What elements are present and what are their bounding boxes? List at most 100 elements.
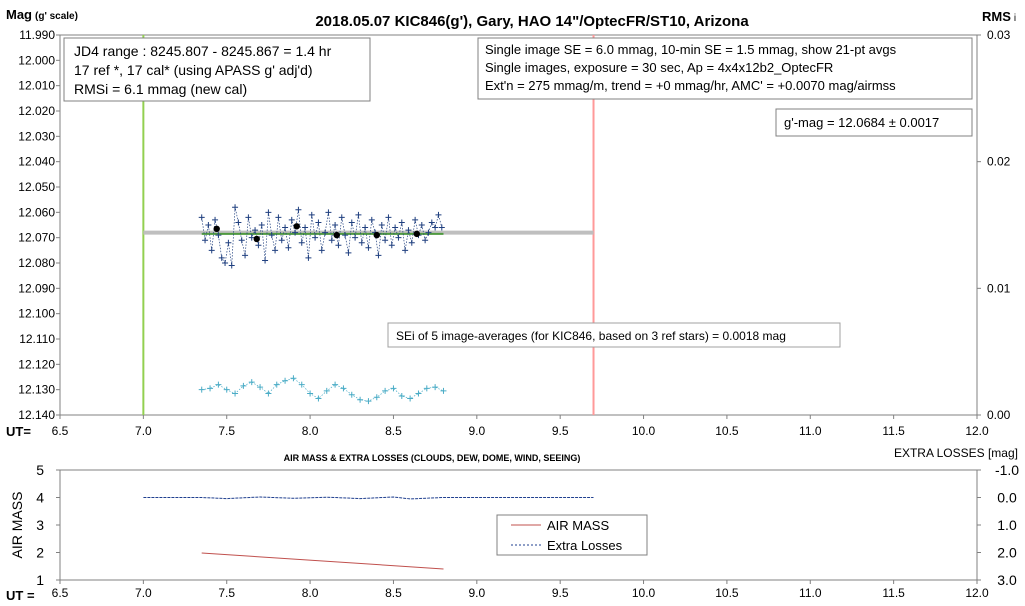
series-0-point: [368, 216, 375, 223]
y2-axis-label: RMS i: [982, 9, 1016, 24]
airmass-series-lines: [143, 496, 594, 570]
main-y-tick-label: 12.000: [18, 53, 55, 67]
series-0-point: [382, 237, 389, 244]
main-x-tick-label: 12.0: [965, 424, 989, 438]
airmass-y2-tick-label: -1.0: [995, 462, 1019, 478]
y2-axis-label-sub: i: [1014, 13, 1016, 24]
series-0-point: [335, 242, 342, 249]
info-box-right: Single image SE = 6.0 mmag, 10-min SE = …: [477, 37, 973, 100]
series-0-point: [418, 222, 425, 228]
main-y-tick-label: 12.030: [18, 129, 55, 143]
y-axis-label: Mag (g' scale): [6, 7, 78, 22]
exposure-text: Single images, exposure = 30 sec, Ap = 4…: [485, 60, 833, 75]
series-2-point: [298, 381, 305, 388]
airmass-x-tick-label: 6.5: [52, 586, 69, 600]
series-2-point: [223, 386, 230, 393]
main-fit-lines: [143, 230, 594, 235]
series-0-point: [272, 247, 279, 254]
series-0-point: [425, 229, 432, 236]
airmass-x-tick-label: 8.0: [302, 586, 319, 600]
y-axis-label-main: Mag: [6, 7, 32, 22]
rmsi-text: RMSi = 6.1 mmag (new cal): [74, 81, 247, 97]
extinction-text: Ext'n = 275 mmag/m, trend = +0 mmag/hr, …: [485, 78, 896, 93]
main-y-tick-label: 12.130: [18, 383, 55, 397]
airmass-x-label: UT =: [6, 588, 35, 603]
series-0-point: [228, 262, 235, 269]
series-0-point: [315, 219, 322, 226]
main-y-tick-label: 12.090: [18, 281, 55, 295]
air-mass-line: [201, 552, 444, 570]
series-0-point: [378, 222, 385, 228]
airmass-x-tick-label: 8.5: [385, 586, 402, 600]
series-2-point: [398, 393, 405, 399]
main-x-tick-label: 11.5: [882, 424, 905, 438]
series-0-point: [318, 247, 325, 254]
series-0-point: [285, 244, 292, 251]
series-2-point: [323, 387, 330, 394]
series-0-point: [212, 216, 219, 223]
airmass-y2-tick-label: 3.0: [997, 572, 1017, 588]
series-2-point: [332, 381, 339, 388]
series-0-point: [298, 239, 305, 246]
series-2-point: [432, 384, 439, 391]
main-y-tick-label: 11.990: [19, 28, 55, 42]
airmass-x-tick-label: 7.0: [135, 586, 152, 600]
series-2-point: [407, 395, 414, 402]
sei-box: SEi of 5 image-averages (for KIC846, bas…: [387, 322, 841, 348]
series-0-point: [268, 232, 275, 239]
airmass-y-tick-label: 4: [36, 490, 44, 506]
series-0-point: [332, 222, 339, 228]
series-0-point: [375, 252, 382, 259]
series-2-point: [415, 390, 422, 397]
series-0-point: [392, 224, 399, 231]
series-2-point: [307, 390, 314, 397]
series-0-point: [222, 260, 229, 266]
airmass-x-tick-label: 10.0: [632, 586, 656, 600]
airmass-y-tick-label: 3: [36, 517, 44, 533]
main-y2-ticks: 0.03 0.02 0.01 0.00: [977, 28, 1011, 422]
series-0-point: [322, 229, 329, 236]
series-0-point: [265, 209, 272, 216]
series-2-point: [273, 381, 280, 388]
main-y-tick-label: 12.140: [18, 408, 55, 422]
main-y-tick-label: 12.050: [18, 180, 55, 194]
series-0-point: [235, 219, 242, 226]
airmass-y2-tick-label: 2.0: [997, 545, 1017, 561]
airmass-x-tick-label: 9.5: [552, 586, 569, 600]
y-axis-label-sub: (g' scale): [35, 11, 78, 22]
series-2-point: [248, 379, 255, 386]
main-x-tick-label: 10.5: [715, 424, 739, 438]
series-0-point: [398, 219, 405, 226]
series-0-point: [432, 224, 439, 231]
series-2-point: [365, 398, 372, 405]
series-0-point: [388, 242, 395, 249]
series-0-point: [282, 224, 289, 231]
series-2-point: [390, 385, 397, 392]
gmag-box: g'-mag = 12.0684 ± 0.0017: [775, 108, 973, 137]
series-0-point: [215, 232, 222, 239]
series-0-point: [338, 214, 345, 221]
main-x-tick-label: 7.5: [218, 424, 235, 438]
series-0-point: [362, 224, 369, 231]
main-y2-tick-label: 0.00: [987, 408, 1011, 422]
series-0-point: [395, 234, 402, 241]
series-2-point: [340, 385, 347, 392]
airmass-y-tick-label: 5: [36, 462, 44, 478]
series-0-point: [342, 232, 349, 239]
series-0-point: [308, 211, 315, 218]
series-0-point: [198, 214, 205, 221]
series-0-point: [302, 224, 309, 231]
airmass-x-tick-label: 9.0: [468, 586, 485, 600]
main-y-tick-label: 12.120: [18, 357, 55, 371]
sei-text: SEi of 5 image-averages (for KIC846, bas…: [396, 329, 786, 343]
main-x-tick-label: 9.0: [468, 424, 485, 438]
airmass-chart-title: AIR MASS & EXTRA LOSSES (CLOUDS, DEW, DO…: [284, 453, 581, 463]
series-0-point: [205, 222, 212, 228]
series-2-point: [240, 382, 247, 389]
airmass-y-tick-label: 2: [36, 545, 44, 561]
series-0-point: [292, 229, 299, 236]
series-2-point: [373, 394, 380, 401]
series-2-point: [382, 387, 389, 394]
main-y-tick-label: 12.110: [19, 332, 55, 346]
main-y-tick-label: 12.020: [18, 104, 55, 118]
